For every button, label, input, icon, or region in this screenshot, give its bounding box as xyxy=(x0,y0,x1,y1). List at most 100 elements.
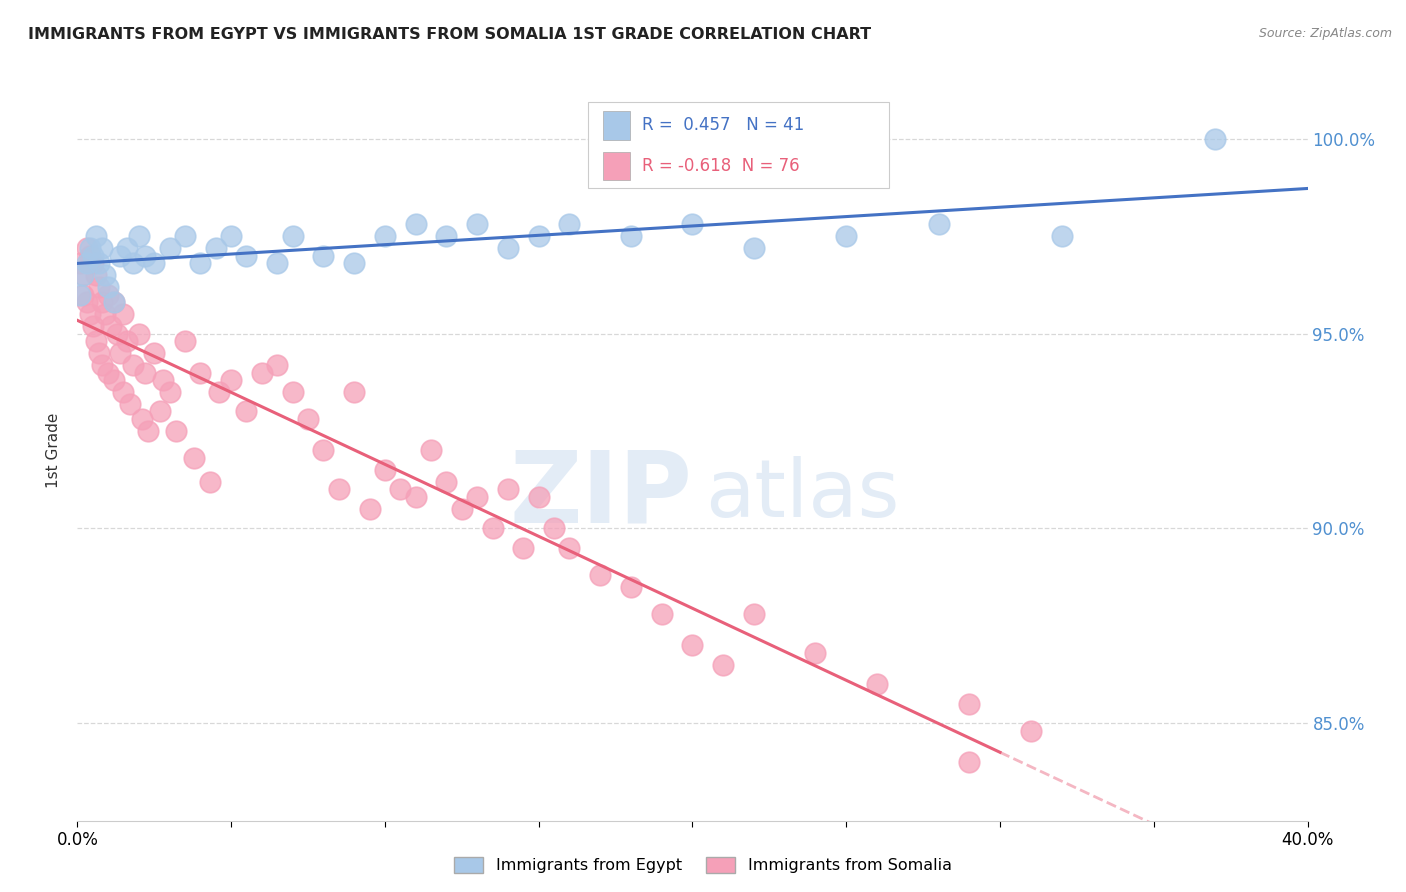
Text: atlas: atlas xyxy=(704,456,898,534)
Text: R = -0.618  N = 76: R = -0.618 N = 76 xyxy=(643,157,800,175)
Point xyxy=(682,218,704,232)
Point xyxy=(87,280,110,294)
Point xyxy=(97,287,120,301)
Point xyxy=(72,268,94,282)
Point xyxy=(620,580,643,594)
Point xyxy=(84,334,107,349)
Point xyxy=(121,358,143,372)
Text: R =  0.457   N = 41: R = 0.457 N = 41 xyxy=(643,117,804,135)
Point xyxy=(436,475,458,489)
Point xyxy=(343,256,366,270)
Point xyxy=(543,521,565,535)
Point xyxy=(87,346,110,360)
Point xyxy=(250,366,273,380)
Point xyxy=(219,373,242,387)
Point xyxy=(94,268,117,282)
Point xyxy=(957,697,980,711)
Point xyxy=(174,334,197,349)
FancyBboxPatch shape xyxy=(588,103,890,187)
Point xyxy=(957,755,980,769)
Text: Source: ZipAtlas.com: Source: ZipAtlas.com xyxy=(1258,27,1392,40)
Point xyxy=(84,268,107,282)
Point xyxy=(76,256,98,270)
Point xyxy=(208,384,231,399)
Point xyxy=(128,326,150,341)
Point xyxy=(188,366,212,380)
Point xyxy=(87,256,110,270)
Point xyxy=(94,307,117,321)
FancyBboxPatch shape xyxy=(603,112,630,139)
Point xyxy=(711,657,734,672)
Point xyxy=(589,568,612,582)
Point xyxy=(204,241,226,255)
Point xyxy=(527,229,550,244)
Point xyxy=(90,358,114,372)
Point xyxy=(465,218,488,232)
Point xyxy=(84,229,107,244)
Point xyxy=(183,451,205,466)
Point xyxy=(131,412,153,426)
Point xyxy=(405,490,427,504)
Point xyxy=(79,307,101,321)
Point xyxy=(312,249,335,263)
Point xyxy=(90,241,114,255)
Point xyxy=(343,384,366,399)
Point xyxy=(312,443,335,458)
Point xyxy=(115,241,138,255)
Point xyxy=(742,241,765,255)
Point xyxy=(188,256,212,270)
Point xyxy=(112,307,135,321)
Point xyxy=(804,646,827,660)
FancyBboxPatch shape xyxy=(603,153,630,180)
Point xyxy=(651,607,673,621)
Point xyxy=(866,677,889,691)
Point xyxy=(134,366,156,380)
Point xyxy=(121,256,143,270)
Point xyxy=(1019,724,1042,739)
Point xyxy=(72,287,94,301)
Point xyxy=(128,229,150,244)
Point xyxy=(118,397,141,411)
Point xyxy=(266,256,288,270)
Y-axis label: 1st Grade: 1st Grade xyxy=(46,413,62,488)
Point xyxy=(69,287,91,301)
Legend: Immigrants from Egypt, Immigrants from Somalia: Immigrants from Egypt, Immigrants from S… xyxy=(449,850,957,880)
Point xyxy=(281,229,304,244)
Point xyxy=(105,326,128,341)
Point xyxy=(558,541,581,555)
Point xyxy=(389,483,412,497)
Point xyxy=(620,229,643,244)
Point xyxy=(76,295,98,310)
Point xyxy=(69,256,91,270)
Point xyxy=(450,502,472,516)
Point xyxy=(512,541,534,555)
Point xyxy=(97,366,120,380)
Point xyxy=(82,256,104,270)
Point xyxy=(496,483,519,497)
Point xyxy=(90,295,114,310)
Point xyxy=(76,241,98,255)
Point xyxy=(115,334,138,349)
Point xyxy=(159,241,181,255)
Point xyxy=(481,521,503,535)
Point xyxy=(152,373,174,387)
Point xyxy=(1204,132,1226,146)
Point xyxy=(112,384,135,399)
Point xyxy=(235,249,257,263)
Point xyxy=(1050,229,1073,244)
Point xyxy=(835,229,858,244)
Point xyxy=(110,249,132,263)
Point xyxy=(328,483,350,497)
Point xyxy=(82,249,104,263)
Point xyxy=(219,229,242,244)
Point xyxy=(465,490,488,504)
Point xyxy=(149,404,172,418)
Point xyxy=(436,229,458,244)
Point xyxy=(928,218,950,232)
Point xyxy=(235,404,257,418)
Point xyxy=(72,268,94,282)
Point xyxy=(174,229,197,244)
Point xyxy=(165,424,187,438)
Point xyxy=(198,475,221,489)
Text: ZIP: ZIP xyxy=(509,446,693,543)
